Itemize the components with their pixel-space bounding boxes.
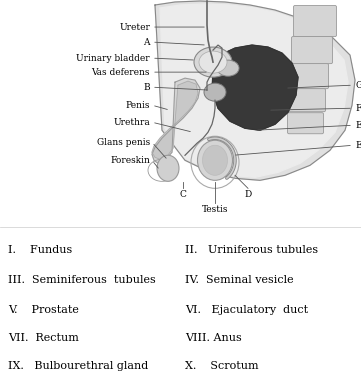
Ellipse shape	[203, 145, 227, 175]
Text: A: A	[144, 38, 150, 47]
Ellipse shape	[197, 140, 232, 180]
FancyBboxPatch shape	[288, 89, 326, 112]
Text: II.   Uriniferous tubules: II. Uriniferous tubules	[185, 245, 318, 255]
Text: Foreskin: Foreskin	[110, 156, 150, 165]
Text: Vas deferens: Vas deferens	[91, 68, 150, 77]
Text: VI.   Ejaculatory  duct: VI. Ejaculatory duct	[185, 305, 308, 315]
Text: B: B	[143, 83, 150, 92]
Ellipse shape	[204, 83, 226, 101]
FancyBboxPatch shape	[293, 5, 336, 36]
Text: E: E	[355, 121, 361, 130]
Text: Testis: Testis	[202, 205, 228, 214]
Text: Urinary bladder: Urinary bladder	[77, 54, 150, 63]
Polygon shape	[152, 78, 200, 163]
Text: V.    Prostate: V. Prostate	[8, 305, 79, 315]
FancyBboxPatch shape	[291, 36, 332, 63]
Polygon shape	[212, 45, 298, 130]
Text: Glans penis: Glans penis	[97, 138, 150, 147]
Text: Urethra: Urethra	[113, 118, 150, 127]
Text: III.  Seminiferous  tubules: III. Seminiferous tubules	[8, 275, 156, 285]
Ellipse shape	[194, 47, 232, 77]
Text: Penis: Penis	[126, 101, 150, 110]
FancyBboxPatch shape	[290, 63, 329, 89]
Text: X.    Scrotum: X. Scrotum	[185, 361, 258, 371]
Text: IV.  Seminal vesicle: IV. Seminal vesicle	[185, 275, 293, 285]
Text: I.    Fundus: I. Fundus	[8, 245, 72, 255]
Polygon shape	[152, 81, 198, 159]
Ellipse shape	[217, 60, 239, 76]
Text: VIII. Anus: VIII. Anus	[185, 333, 242, 343]
Text: F: F	[355, 104, 361, 113]
Text: D: D	[244, 190, 252, 200]
Ellipse shape	[199, 51, 227, 73]
Text: Ureter: Ureter	[119, 22, 150, 32]
Text: IX.   Bulbourethral gland: IX. Bulbourethral gland	[8, 361, 148, 371]
FancyBboxPatch shape	[287, 113, 323, 134]
Text: VII.  Rectum: VII. Rectum	[8, 333, 79, 343]
Ellipse shape	[157, 155, 179, 181]
Text: G: G	[355, 81, 361, 90]
Text: C: C	[179, 190, 186, 200]
Text: Epididymis: Epididymis	[355, 141, 361, 150]
Polygon shape	[160, 4, 348, 177]
Polygon shape	[155, 1, 355, 180]
